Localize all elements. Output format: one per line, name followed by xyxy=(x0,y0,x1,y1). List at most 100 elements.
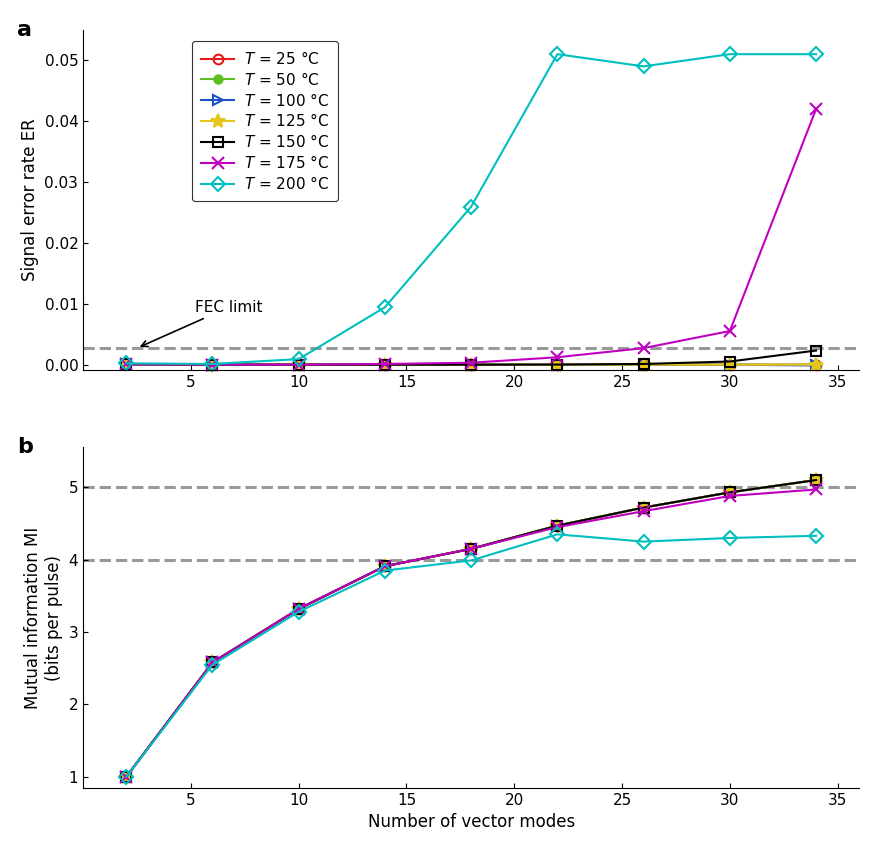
$T$ = 200 °C xyxy=(810,531,821,541)
$T$ = 25 °C xyxy=(293,604,304,614)
$T$ = 50 °C xyxy=(207,658,217,668)
$T$ = 25 °C xyxy=(810,475,821,485)
$T$ = 175 °C xyxy=(552,522,562,532)
$T$ = 200 °C xyxy=(379,566,390,576)
$T$ = 25 °C xyxy=(552,360,562,370)
Text: a: a xyxy=(18,20,33,39)
Line: $T$ = 125 °C: $T$ = 125 °C xyxy=(120,357,823,371)
$T$ = 125 °C xyxy=(552,521,562,531)
$T$ = 175 °C xyxy=(379,359,390,369)
$T$ = 100 °C xyxy=(293,604,304,614)
$T$ = 150 °C xyxy=(207,360,217,370)
$T$ = 200 °C xyxy=(810,49,821,60)
$T$ = 25 °C xyxy=(293,360,304,370)
$T$ = 100 °C xyxy=(466,544,476,554)
$T$ = 125 °C xyxy=(293,604,304,614)
$T$ = 150 °C xyxy=(724,356,735,366)
$T$ = 175 °C xyxy=(293,360,304,370)
$T$ = 50 °C xyxy=(379,360,390,370)
$T$ = 100 °C xyxy=(638,360,649,370)
$T$ = 50 °C xyxy=(293,360,304,370)
X-axis label: Number of vector modes: Number of vector modes xyxy=(368,813,575,832)
$T$ = 200 °C xyxy=(552,49,562,60)
$T$ = 175 °C xyxy=(207,658,217,668)
$T$ = 150 °C xyxy=(293,604,304,614)
$T$ = 125 °C xyxy=(293,360,304,370)
$T$ = 25 °C xyxy=(207,360,217,370)
$T$ = 175 °C xyxy=(638,506,649,516)
$T$ = 150 °C xyxy=(207,658,217,668)
$T$ = 200 °C xyxy=(293,607,304,617)
$T$ = 50 °C xyxy=(121,772,131,782)
$T$ = 150 °C xyxy=(466,360,476,370)
$T$ = 50 °C xyxy=(552,521,562,531)
$T$ = 25 °C xyxy=(466,360,476,370)
$T$ = 50 °C xyxy=(724,360,735,370)
$T$ = 200 °C xyxy=(724,49,735,60)
Line: $T$ = 175 °C: $T$ = 175 °C xyxy=(120,483,822,783)
Text: b: b xyxy=(18,437,33,458)
$T$ = 50 °C xyxy=(638,503,649,513)
$T$ = 25 °C xyxy=(121,360,131,370)
$T$ = 100 °C xyxy=(121,360,131,370)
$T$ = 25 °C xyxy=(638,503,649,513)
$T$ = 125 °C xyxy=(810,360,821,370)
$T$ = 100 °C xyxy=(293,360,304,370)
$T$ = 150 °C xyxy=(121,772,131,782)
$T$ = 25 °C xyxy=(724,487,735,498)
$T$ = 175 °C xyxy=(121,772,131,782)
$T$ = 50 °C xyxy=(810,475,821,485)
$T$ = 50 °C xyxy=(466,360,476,370)
$T$ = 50 °C xyxy=(121,360,131,370)
$T$ = 100 °C xyxy=(638,503,649,513)
Line: $T$ = 100 °C: $T$ = 100 °C xyxy=(121,475,821,782)
$T$ = 125 °C xyxy=(379,360,390,370)
$T$ = 125 °C xyxy=(810,475,821,485)
$T$ = 150 °C xyxy=(121,360,131,370)
$T$ = 200 °C xyxy=(552,529,562,539)
$T$ = 200 °C xyxy=(724,532,735,543)
$T$ = 50 °C xyxy=(293,604,304,614)
$T$ = 175 °C xyxy=(121,360,131,370)
$T$ = 175 °C xyxy=(552,352,562,362)
$T$ = 50 °C xyxy=(466,544,476,554)
$T$ = 25 °C xyxy=(810,360,821,370)
Legend: $T$ = 25 °C, $T$ = 50 °C, $T$ = 100 °C, $T$ = 125 °C, $T$ = 150 °C, $T$ = 175 °C: $T$ = 25 °C, $T$ = 50 °C, $T$ = 100 °C, … xyxy=(192,41,338,201)
Line: $T$ = 50 °C: $T$ = 50 °C xyxy=(122,476,820,781)
$T$ = 175 °C xyxy=(466,358,476,368)
Line: $T$ = 25 °C: $T$ = 25 °C xyxy=(121,475,821,782)
$T$ = 100 °C xyxy=(379,561,390,572)
$T$ = 125 °C xyxy=(207,658,217,668)
Line: $T$ = 150 °C: $T$ = 150 °C xyxy=(121,346,821,370)
Line: $T$ = 200 °C: $T$ = 200 °C xyxy=(121,49,821,369)
$T$ = 125 °C xyxy=(121,772,131,782)
$T$ = 175 °C xyxy=(724,326,735,337)
$T$ = 125 °C xyxy=(724,487,735,498)
$T$ = 100 °C xyxy=(466,360,476,370)
$T$ = 25 °C xyxy=(121,772,131,782)
$T$ = 175 °C xyxy=(293,604,304,614)
Y-axis label: Signal error rate ER: Signal error rate ER xyxy=(21,118,39,281)
$T$ = 50 °C xyxy=(724,487,735,498)
$T$ = 25 °C xyxy=(638,360,649,370)
$T$ = 25 °C xyxy=(207,658,217,668)
Line: $T$ = 50 °C: $T$ = 50 °C xyxy=(122,360,820,369)
Line: $T$ = 150 °C: $T$ = 150 °C xyxy=(121,475,821,782)
$T$ = 100 °C xyxy=(552,521,562,531)
$T$ = 100 °C xyxy=(724,487,735,498)
$T$ = 150 °C xyxy=(724,487,735,498)
$T$ = 150 °C xyxy=(466,544,476,554)
$T$ = 50 °C xyxy=(810,360,821,370)
$T$ = 25 °C xyxy=(379,360,390,370)
$T$ = 100 °C xyxy=(810,475,821,485)
$T$ = 200 °C xyxy=(466,556,476,566)
$T$ = 125 °C xyxy=(207,360,217,370)
$T$ = 50 °C xyxy=(552,360,562,370)
$T$ = 100 °C xyxy=(724,360,735,370)
$T$ = 25 °C xyxy=(466,544,476,554)
$T$ = 200 °C xyxy=(121,358,131,368)
$T$ = 25 °C xyxy=(379,561,390,572)
$T$ = 200 °C xyxy=(207,359,217,369)
$T$ = 175 °C xyxy=(724,491,735,501)
$T$ = 175 °C xyxy=(379,561,390,572)
